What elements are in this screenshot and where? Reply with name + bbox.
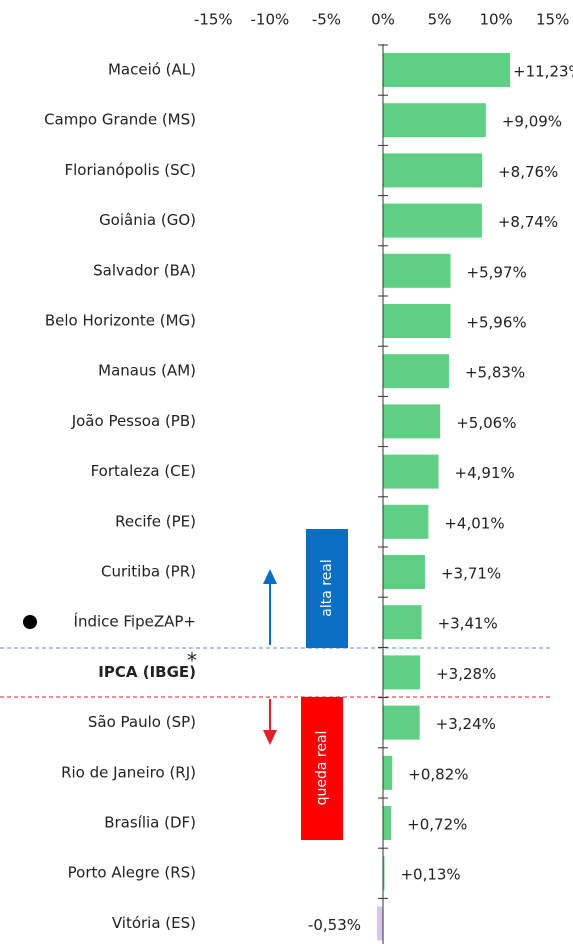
bar bbox=[377, 906, 383, 941]
category-label: Rio de Janeiro (RJ) bbox=[61, 763, 196, 781]
category-label: Fortaleza (CE) bbox=[91, 462, 196, 480]
value-label: +4,91% bbox=[455, 464, 515, 482]
bullet bbox=[23, 615, 37, 629]
category-label: Maceió (AL) bbox=[108, 61, 196, 79]
x-tick-label: -15% bbox=[194, 11, 233, 29]
value-label: -0,53% bbox=[308, 916, 361, 934]
x-tick-label: -5% bbox=[312, 11, 341, 29]
arrow-head bbox=[263, 569, 277, 584]
bar bbox=[383, 555, 425, 589]
x-tick-label: 10% bbox=[479, 11, 512, 29]
value-label: +3,24% bbox=[436, 715, 496, 733]
x-tick-label: 5% bbox=[428, 11, 452, 29]
value-label: +5,06% bbox=[456, 414, 516, 432]
value-label: +11,23% bbox=[513, 63, 573, 81]
bar bbox=[383, 755, 393, 790]
x-tick-label: -10% bbox=[250, 11, 289, 29]
annotation-box bbox=[306, 529, 348, 648]
value-label: +5,97% bbox=[467, 263, 527, 281]
category-label: Recife (PE) bbox=[115, 512, 196, 530]
value-label: +3,71% bbox=[441, 565, 501, 583]
bar bbox=[383, 504, 429, 539]
value-label: +3,41% bbox=[438, 615, 498, 633]
value-label: +8,76% bbox=[498, 163, 558, 181]
bar bbox=[383, 454, 439, 489]
category-label: Curitiba (PR) bbox=[101, 563, 196, 581]
category-label: Goiânia (GO) bbox=[99, 211, 196, 229]
category-label: Porto Alegre (RS) bbox=[68, 864, 196, 882]
value-label: +5,96% bbox=[466, 314, 526, 332]
x-tick-label: 0% bbox=[371, 11, 395, 29]
value-label: +0,72% bbox=[407, 816, 467, 834]
value-label: +0,82% bbox=[408, 765, 468, 783]
category-label: Índice FipeZAP+ bbox=[74, 612, 196, 631]
bar bbox=[383, 404, 441, 439]
category-label: Campo Grande (MS) bbox=[44, 111, 196, 129]
value-label: +3,28% bbox=[436, 665, 496, 683]
bar bbox=[383, 304, 451, 338]
bar bbox=[383, 655, 421, 690]
annotation: queda real bbox=[314, 731, 330, 806]
bar bbox=[383, 103, 486, 138]
arrow-head bbox=[263, 730, 277, 745]
value-label: +4,01% bbox=[444, 514, 504, 532]
annotation: alta real bbox=[319, 559, 335, 617]
annotation-box bbox=[301, 697, 343, 840]
bar bbox=[383, 806, 392, 840]
bar bbox=[383, 605, 422, 640]
bar bbox=[383, 705, 420, 740]
category-label: Florianópolis (SC) bbox=[65, 161, 197, 179]
value-label: +8,74% bbox=[498, 213, 558, 231]
category-label: São Paulo (SP) bbox=[88, 713, 196, 731]
bar bbox=[383, 153, 483, 188]
category-label: IPCA (IBGE) bbox=[98, 663, 196, 681]
bar bbox=[383, 253, 451, 288]
bar bbox=[383, 354, 449, 389]
category-label: João Pessoa (PB) bbox=[71, 412, 196, 430]
bar bbox=[383, 203, 482, 238]
value-label: +9,09% bbox=[502, 113, 562, 131]
bar bbox=[383, 856, 385, 891]
category-label: Brasília (DF) bbox=[104, 814, 196, 832]
category-label: Vitória (ES) bbox=[112, 914, 196, 932]
asterisk: * bbox=[187, 649, 197, 673]
value-label: +5,83% bbox=[465, 364, 525, 382]
x-tick-label: 15% bbox=[536, 11, 569, 29]
category-label: Salvador (BA) bbox=[93, 261, 196, 279]
bar bbox=[383, 53, 511, 87]
category-label: Belo Horizonte (MG) bbox=[45, 312, 196, 330]
category-label: Manaus (AM) bbox=[98, 362, 196, 380]
value-label: +0,13% bbox=[400, 866, 460, 884]
